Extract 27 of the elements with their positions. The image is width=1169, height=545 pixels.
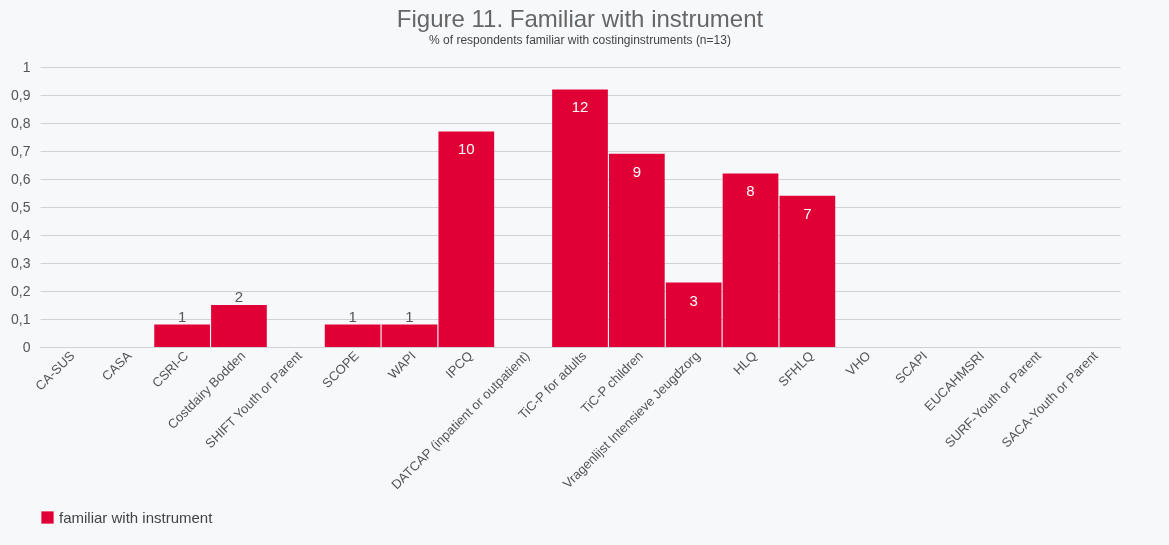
text: 7: [803, 204, 812, 222]
y-tick-label: 0,7: [11, 142, 31, 159]
text: 3: [689, 291, 698, 309]
bar: [779, 195, 836, 347]
chart-title: Figure 11. Familiar with instrument: [396, 5, 764, 32]
y-tick-label: 0: [22, 338, 31, 355]
y-tick-label: 0,6: [11, 170, 31, 187]
text: 2: [234, 288, 244, 305]
bar: [324, 324, 381, 347]
y-tick-label: 0,5: [11, 198, 31, 215]
y-tick-label: 0,1: [11, 310, 31, 327]
y-tick-label: 1: [22, 58, 31, 75]
y-tick-label: 0,9: [11, 86, 31, 103]
text: 1: [405, 307, 414, 325]
y-tick-label: 0,2: [11, 282, 31, 299]
text: 1: [348, 307, 357, 325]
text: 9: [632, 162, 642, 180]
chart-subtitle: % of respondents familiar with costinginstruments (n=13): [429, 33, 731, 47]
text: 8: [746, 182, 755, 200]
y-tick-label: 0,4: [11, 226, 31, 243]
text: 12: [571, 98, 589, 116]
y-tick-label: 0,3: [11, 254, 31, 271]
legend-label: familiar with instrument: [59, 508, 214, 526]
y-tick-label: 0,8: [11, 114, 31, 131]
x-tick-label: VHO: [842, 348, 874, 379]
text: 10: [457, 140, 475, 158]
text: 1: [177, 307, 187, 325]
